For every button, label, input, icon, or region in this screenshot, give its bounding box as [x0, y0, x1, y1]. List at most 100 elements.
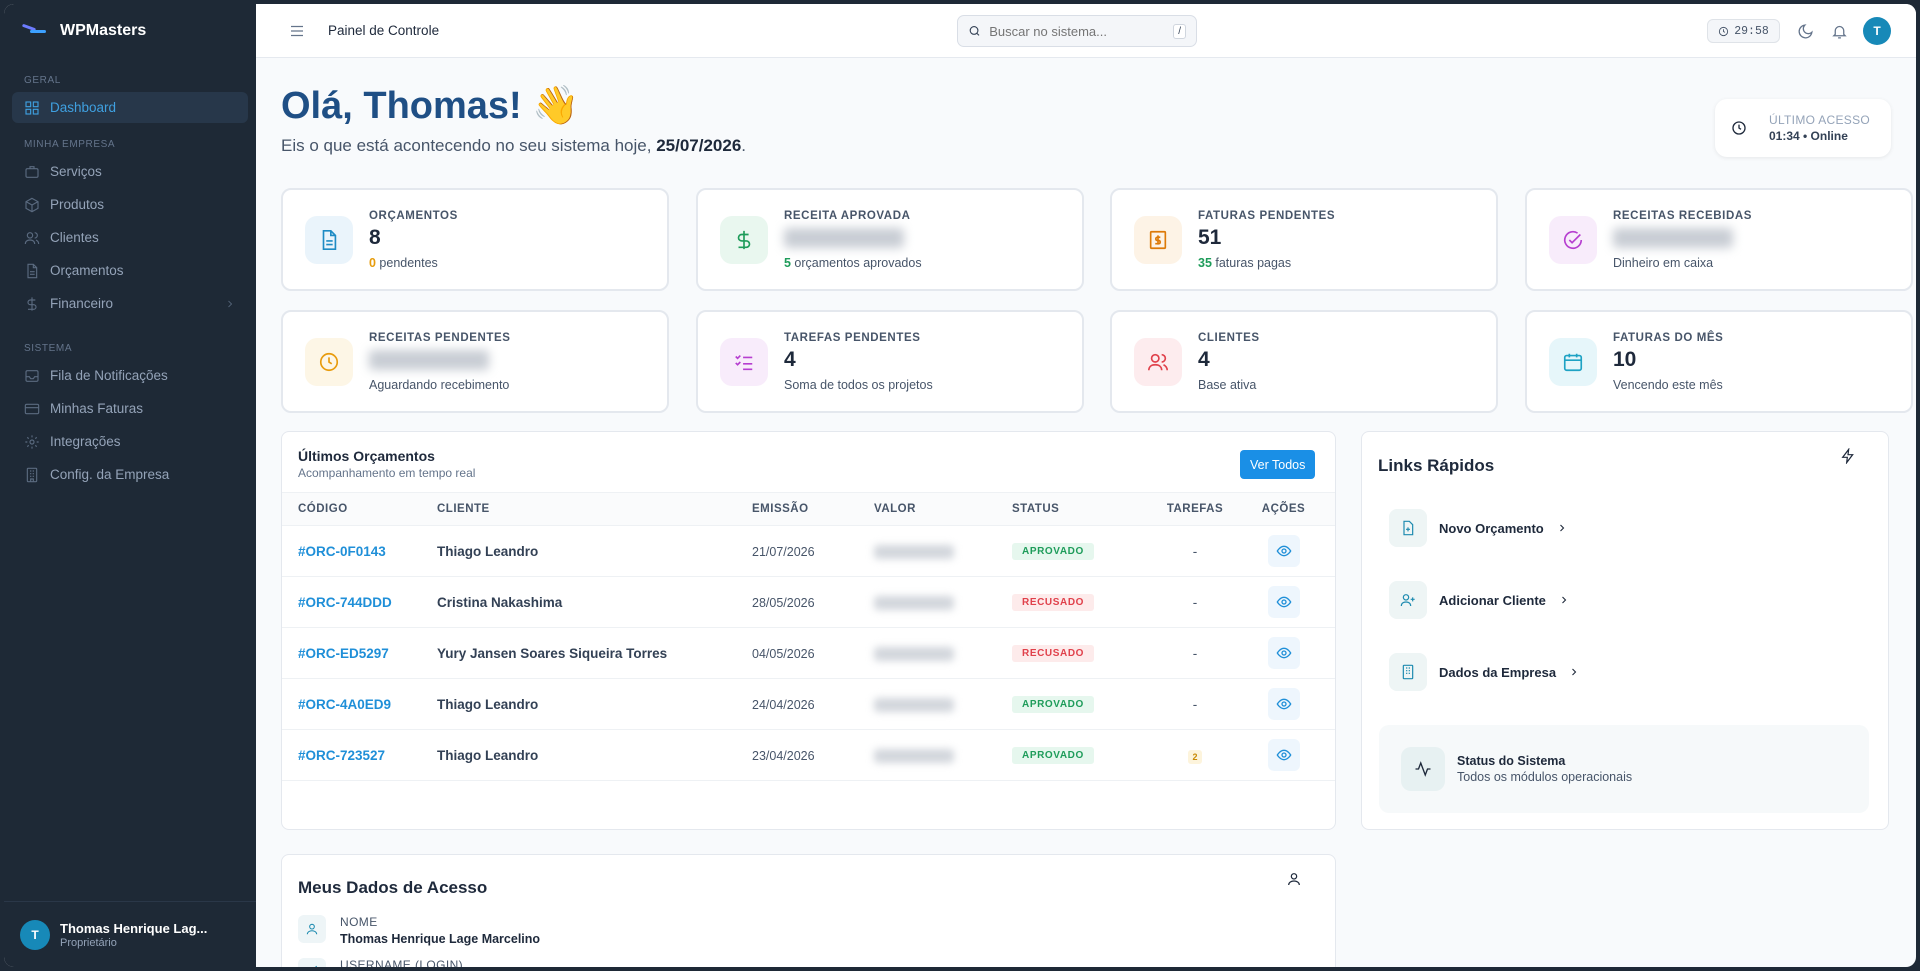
user-plus-icon	[1389, 581, 1427, 619]
col-header[interactable]: STATUS	[1012, 492, 1150, 526]
eye-icon	[1276, 545, 1291, 557]
sidebar-item-financeiro[interactable]: Financeiro	[12, 288, 248, 319]
view-quote-button[interactable]	[1267, 688, 1300, 720]
stat-card-1[interactable]: Receita Aprovada 5 orçamentos aprovados	[696, 188, 1084, 291]
field-label: USERNAME (LOGIN)	[340, 958, 464, 967]
moon-icon[interactable]	[1797, 23, 1814, 40]
stat-value: 4	[1198, 348, 1260, 374]
chevron-right-icon	[1559, 524, 1565, 532]
bell-icon[interactable]	[1831, 23, 1848, 40]
sidebar-item-label: Integrações	[50, 434, 121, 449]
search-box[interactable]: /	[957, 15, 1197, 47]
quote-code-link[interactable]: #ORC-0F0143	[298, 543, 386, 559]
sidebar-item-dashboard[interactable]: Dashboard	[12, 92, 248, 123]
view-quote-button[interactable]	[1267, 586, 1300, 618]
quote-date: 28/05/2026	[752, 595, 815, 610]
col-header[interactable]: VALOR	[874, 492, 1012, 526]
stat-sub: Soma de todos os projetos	[784, 378, 933, 392]
col-header[interactable]: EMISSÃO	[752, 492, 874, 526]
stat-sub-text: Vencendo este mês	[1613, 377, 1723, 392]
stat-label: Receita Aprovada	[784, 209, 911, 222]
sidebar-user[interactable]: T Thomas Henrique Lag... Proprietário	[4, 901, 256, 967]
table-row[interactable]: #ORC-4A0ED9 Thiago Leandro 24/04/2026 APROV…	[282, 678, 1335, 730]
table-row[interactable]: #ORC-723527 Thiago Leandro 23/04/2026 APROV…	[282, 729, 1335, 781]
blurred-value	[1613, 227, 1733, 248]
quotes-table: CÓDIGO CLIENTE EMISSÃO VALOR STATUS TARE…	[282, 492, 1335, 781]
stat-card-5[interactable]: Tarefas Pendentes 4 Soma de todos os proje…	[696, 310, 1084, 413]
sidebar-item-minhas-faturas[interactable]: Minhas Faturas	[12, 393, 248, 424]
sidebar-item-label: Financeiro	[50, 296, 114, 311]
briefcase-icon	[25, 165, 39, 178]
stat-sub-number: 5	[784, 255, 791, 270]
stat-value-text: 4	[1198, 347, 1210, 371]
quote-date: 04/05/2026	[752, 646, 815, 661]
sidebar-item-integracoes[interactable]: Integrações	[12, 426, 248, 457]
quick-link-dados-empresa[interactable]: Dados da Empresa	[1389, 653, 1580, 691]
stat-card-4[interactable]: Receitas Pendentes Aguardando recebimento	[281, 310, 669, 413]
main-area: Painel de Controle / 29:58 T Olá, Thomas…	[256, 4, 1916, 967]
lightning-icon	[1841, 448, 1854, 464]
blurred-value	[369, 349, 489, 370]
stat-card-6[interactable]: Clientes 4 Base ativa	[1110, 310, 1498, 413]
stat-sub: 5 orçamentos aprovados	[784, 256, 922, 270]
user-role: Proprietário	[60, 936, 117, 949]
dollar-icon	[720, 215, 768, 264]
sidebar-item-label: Serviços	[50, 164, 102, 179]
quote-date: 21/07/2026	[752, 544, 815, 559]
quote-code-link[interactable]: #ORC-ED5297	[298, 645, 389, 661]
col-header[interactable]: TAREFAS	[1150, 492, 1240, 526]
calendar-icon	[1549, 337, 1597, 386]
col-header[interactable]: CLIENTE	[437, 492, 752, 526]
quote-code-link[interactable]: #ORC-4A0ED9	[298, 696, 392, 712]
access-data-panel: Meus Dados de Acesso NOME Thomas Henriqu…	[281, 854, 1336, 967]
search-input[interactable]	[989, 23, 1166, 39]
stat-card-3[interactable]: Receitas Recebidas Dinheiro em caixa	[1525, 188, 1913, 291]
blurred-value	[874, 595, 954, 610]
sidebar-item-clientes[interactable]: Clientes	[12, 222, 248, 253]
stat-sub-text: Dinheiro em caixa	[1613, 255, 1714, 270]
stat-sub-text: pendentes	[375, 255, 438, 270]
eye-icon	[1276, 749, 1291, 761]
sidebar-item-config-empresa[interactable]: Config. da Empresa	[12, 459, 248, 490]
quote-code-link[interactable]: #ORC-723527	[298, 747, 386, 763]
view-all-button[interactable]: Ver Todos	[1240, 450, 1316, 479]
stat-card-7[interactable]: Faturas do Mês 10 Vencendo este mês	[1525, 310, 1913, 413]
quote-code-link[interactable]: #ORC-744DDD	[298, 594, 392, 610]
sidebar-item-orcamentos[interactable]: Orçamentos	[12, 255, 248, 286]
sidebar-item-fila-notificacoes[interactable]: Fila de Notificações	[12, 360, 248, 391]
col-header[interactable]: CÓDIGO	[282, 492, 437, 526]
stat-sub: Vencendo este mês	[1613, 378, 1723, 392]
sidebar-item-produtos[interactable]: Produtos	[12, 189, 248, 220]
field-value: Thomas Henrique Lage Marcelino	[340, 932, 541, 946]
quick-links-panel: Links Rápidos Novo Orçamento Adicionar C…	[1361, 431, 1889, 830]
view-quote-button[interactable]	[1267, 637, 1300, 669]
view-quote-button[interactable]	[1267, 739, 1300, 771]
brand[interactable]: WPMasters	[4, 4, 256, 57]
users-icon	[1134, 337, 1182, 386]
building-icon	[1389, 653, 1427, 691]
panel-title: Links Rápidos	[1378, 456, 1495, 475]
user-icon	[1288, 873, 1300, 886]
stat-card-2[interactable]: Faturas Pendentes 51 35 faturas pagas	[1110, 188, 1498, 291]
topbar-avatar[interactable]: T	[1863, 17, 1891, 45]
table-row[interactable]: #ORC-0F0143 Thiago Leandro 21/07/2026 APROV…	[282, 525, 1335, 577]
view-quote-button[interactable]	[1267, 535, 1300, 567]
col-header: AÇÕES	[1240, 492, 1335, 526]
building-icon	[26, 467, 38, 482]
quick-link-novo-orcamento[interactable]: Novo Orçamento	[1389, 509, 1568, 547]
check-circle-icon	[1549, 215, 1597, 264]
quote-client: Thiago Leandro	[437, 543, 539, 559]
table-row[interactable]: #ORC-ED5297 Yury Jansen Soares Siqueira T…	[282, 627, 1335, 679]
stat-card-0[interactable]: Orçamentos 8 0 pendentes	[281, 188, 669, 291]
eye-icon	[1276, 596, 1291, 608]
sidebar-item-servicos[interactable]: Serviços	[12, 156, 248, 187]
table-row[interactable]: #ORC-744DDD Cristina Nakashima 28/05/2026 R…	[282, 576, 1335, 628]
quote-client: Cristina Nakashima	[437, 594, 563, 610]
greeting-end: .	[741, 136, 747, 155]
quick-link-adicionar-cliente[interactable]: Adicionar Cliente	[1389, 581, 1570, 619]
stat-sub-text: Base ativa	[1198, 377, 1257, 392]
latest-quotes-panel: Últimos Orçamentos Acompanhamento em tem…	[281, 431, 1336, 830]
invoice-icon	[1134, 215, 1182, 264]
user-name: Thomas Henrique Lag...	[60, 920, 208, 936]
menu-icon[interactable]	[288, 22, 306, 40]
